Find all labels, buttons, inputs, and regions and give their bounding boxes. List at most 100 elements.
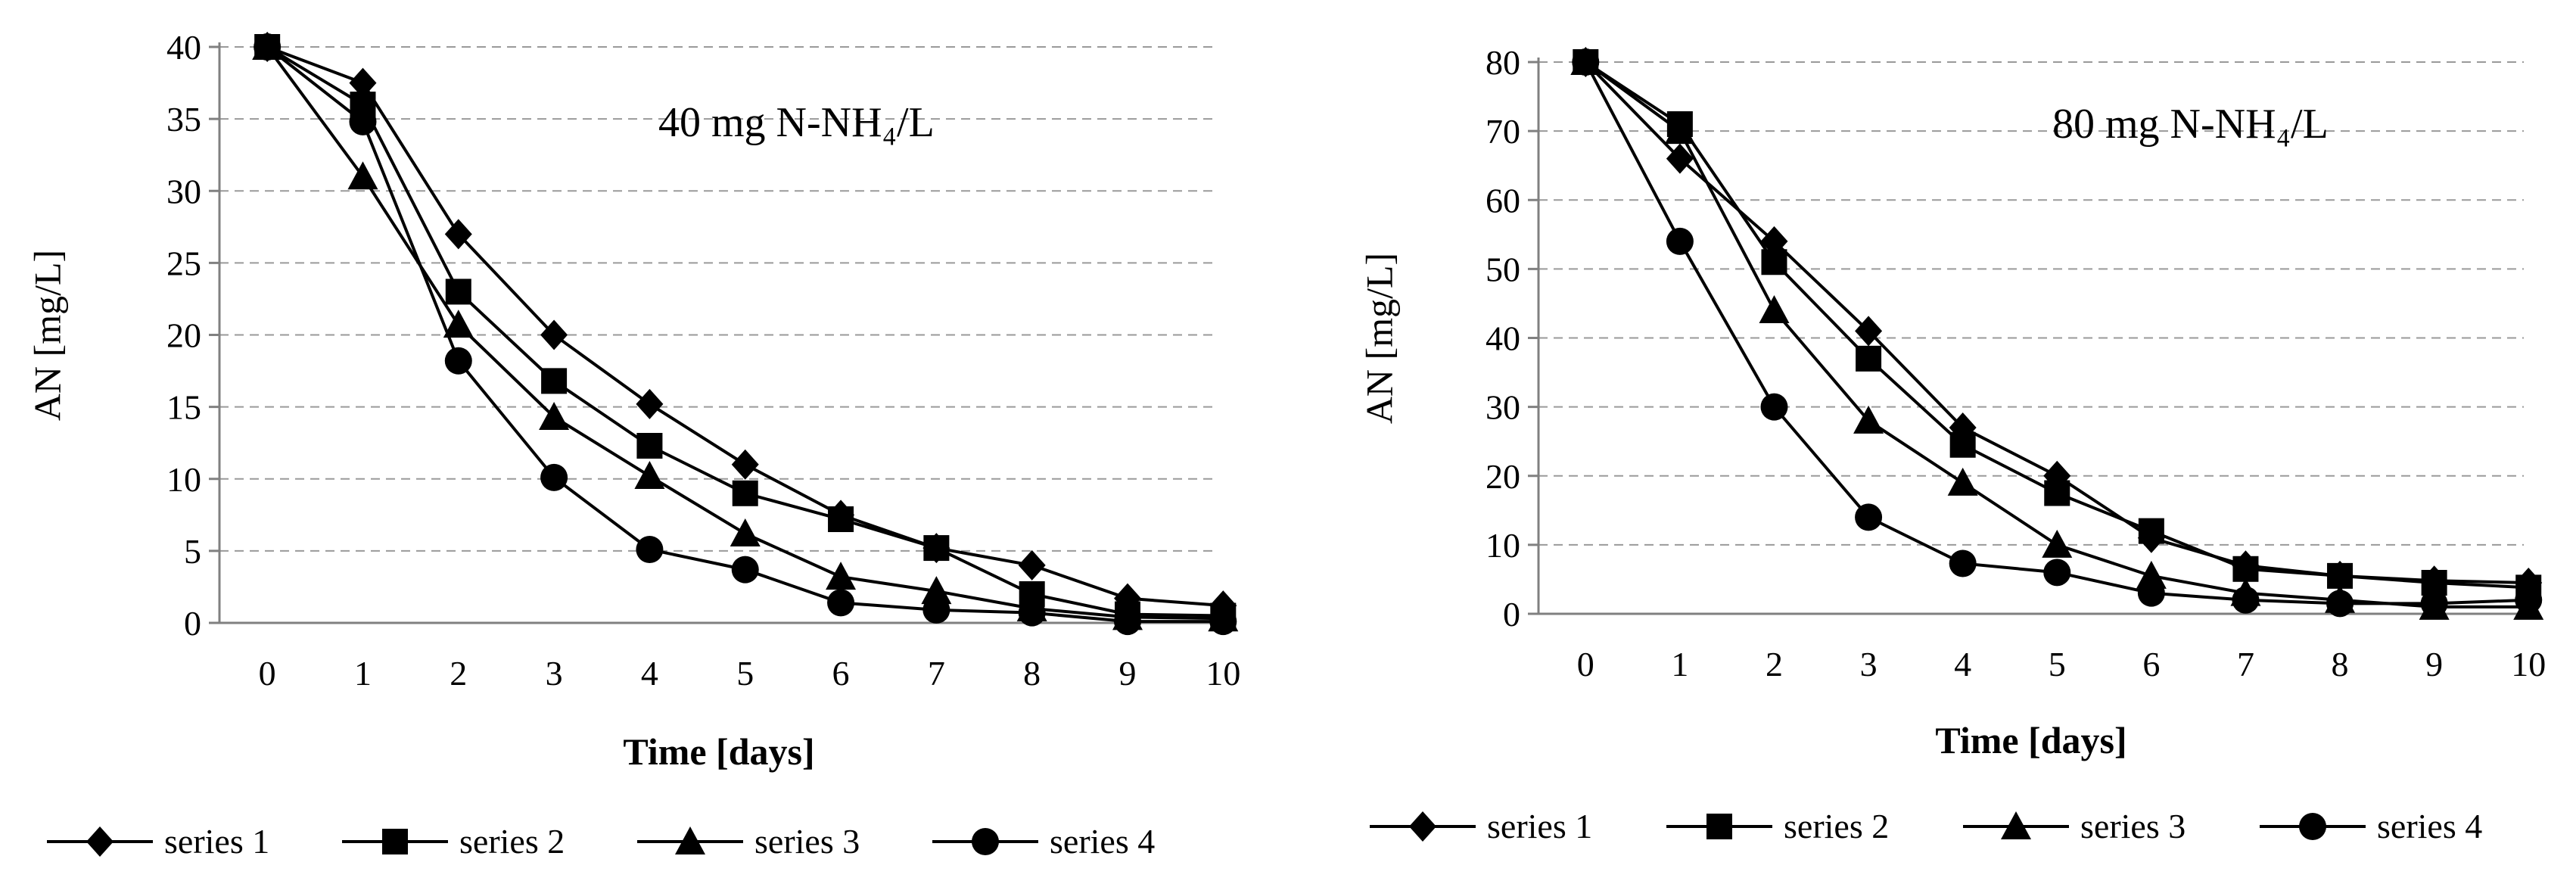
series-2-point xyxy=(445,279,471,305)
series-4-point xyxy=(1018,599,1046,627)
x-tick-label: 10 xyxy=(2511,645,2546,683)
series-4-point xyxy=(1114,608,1141,636)
series-4-point xyxy=(636,535,664,563)
series-1-point xyxy=(636,388,664,419)
series-4-point xyxy=(254,33,282,61)
series-2-point xyxy=(541,368,568,394)
series-2-point xyxy=(1949,431,1976,458)
series-3-point xyxy=(347,161,378,190)
chart-right: 0 10 20 30 40 50 60 70 80 0 1 2 3 4 5 6 7 8 9 10 Time [days]… xyxy=(1358,43,2546,845)
series-3-point xyxy=(2136,560,2167,589)
series-2-point xyxy=(923,535,950,562)
series-1-point xyxy=(444,219,472,250)
y-tick-label: 15 xyxy=(166,388,201,427)
series-4-point xyxy=(1760,393,1788,421)
legend-label: series 2 xyxy=(459,822,565,861)
series-4-point xyxy=(922,596,950,624)
x-axis-title: Time [days] xyxy=(1935,719,2126,761)
legend-marker xyxy=(86,826,114,857)
chart-annotation: 40 mg N-NH₄/L xyxy=(658,99,935,146)
legend-label: series 4 xyxy=(2377,807,2482,845)
y-tick-label: 40 xyxy=(1486,319,1520,358)
series-3-point xyxy=(1664,116,1695,145)
series-4-point xyxy=(827,589,855,617)
y-axis-title: AN [mg/L] xyxy=(1358,253,1401,424)
series-1-point xyxy=(1666,143,1694,174)
x-tick-label: 1 xyxy=(1671,645,1688,683)
series-4-point xyxy=(2232,586,2260,614)
series-4-point xyxy=(444,347,472,375)
series-3-point xyxy=(1759,295,1790,324)
y-tick-label: 5 xyxy=(184,532,201,571)
legend-marker xyxy=(1409,811,1436,842)
y-tick-label: 30 xyxy=(1486,388,1520,427)
y-tick-label: 40 xyxy=(166,28,201,67)
series-1-point xyxy=(540,319,568,350)
series-2-point xyxy=(2138,518,2164,544)
series-4-point xyxy=(540,463,568,491)
series-4-point xyxy=(1949,549,1977,577)
series-3-point xyxy=(730,518,761,547)
series-3-point xyxy=(634,460,665,489)
series-1-point xyxy=(731,449,759,480)
series-2-point xyxy=(828,506,854,533)
legend-marker xyxy=(972,828,999,855)
series-4-point xyxy=(1855,503,1883,531)
y-tick-label: 0 xyxy=(184,604,201,643)
y-tick-label: 20 xyxy=(1486,457,1520,496)
x-tick-label: 5 xyxy=(736,654,754,693)
x-tick-label: 8 xyxy=(1023,654,1041,693)
x-tick-label: 3 xyxy=(546,654,563,693)
x-axis-title: Time [days] xyxy=(623,730,814,773)
x-tick-label: 10 xyxy=(1206,654,1240,693)
legend-marker xyxy=(2299,813,2326,840)
y-tick-label: 70 xyxy=(1486,112,1520,151)
x-tick-label: 0 xyxy=(259,654,276,693)
series-3-point xyxy=(1853,405,1884,434)
series-4-point xyxy=(2043,559,2071,587)
y-tick-label: 10 xyxy=(1486,526,1520,565)
series-3-point xyxy=(443,310,474,338)
series-4-point xyxy=(349,107,377,135)
y-tick-label: 80 xyxy=(1486,43,1520,82)
series-4-point xyxy=(2137,579,2165,607)
series-2-point xyxy=(2327,562,2354,589)
y-tick-label: 30 xyxy=(166,172,201,210)
series-1-point xyxy=(1760,226,1788,257)
series-4-point xyxy=(2515,586,2543,614)
x-tick-label: 7 xyxy=(928,654,945,693)
x-tick-label: 6 xyxy=(2142,645,2160,683)
series-4-point xyxy=(2420,590,2448,618)
series-1-point xyxy=(1855,316,1883,347)
series-4-point xyxy=(731,556,759,584)
x-tick-label: 9 xyxy=(1119,654,1137,693)
y-axis-title: AN [mg/L] xyxy=(26,250,69,421)
legend-marker xyxy=(382,829,408,854)
series-4-point xyxy=(1666,227,1694,255)
y-tick-label: 50 xyxy=(1486,250,1520,288)
x-tick-label: 3 xyxy=(1860,645,1878,683)
series-2-point xyxy=(1761,249,1787,275)
series-4-point xyxy=(2326,590,2354,618)
series-3-point xyxy=(539,401,570,430)
x-tick-label: 5 xyxy=(2049,645,2066,683)
chart-left: 0 5 10 15 20 25 30 35 40 0 1 2 3 4 5 6 7 8 9 10 Time [days] A… xyxy=(26,28,1241,861)
series-4-point xyxy=(1572,48,1600,76)
x-tick-label: 4 xyxy=(1954,645,1971,683)
legend-label: series 4 xyxy=(1050,822,1155,861)
y-tick-label: 10 xyxy=(166,460,201,499)
legend-label: series 1 xyxy=(1487,807,1592,845)
x-tick-label: 1 xyxy=(354,654,372,693)
legend-label: series 3 xyxy=(754,822,860,861)
series-3-point xyxy=(2042,529,2073,558)
series-4-point xyxy=(1209,608,1237,636)
y-tick-label: 60 xyxy=(1486,181,1520,219)
series-3-point xyxy=(921,576,952,605)
x-tick-label: 2 xyxy=(1766,645,1783,683)
x-tick-label: 2 xyxy=(450,654,467,693)
series-1-point xyxy=(1018,549,1046,581)
chart-annotation: 80 mg N-NH₄/L xyxy=(2052,101,2329,148)
legend-marker xyxy=(1706,814,1732,839)
x-tick-label: 8 xyxy=(2332,645,2349,683)
